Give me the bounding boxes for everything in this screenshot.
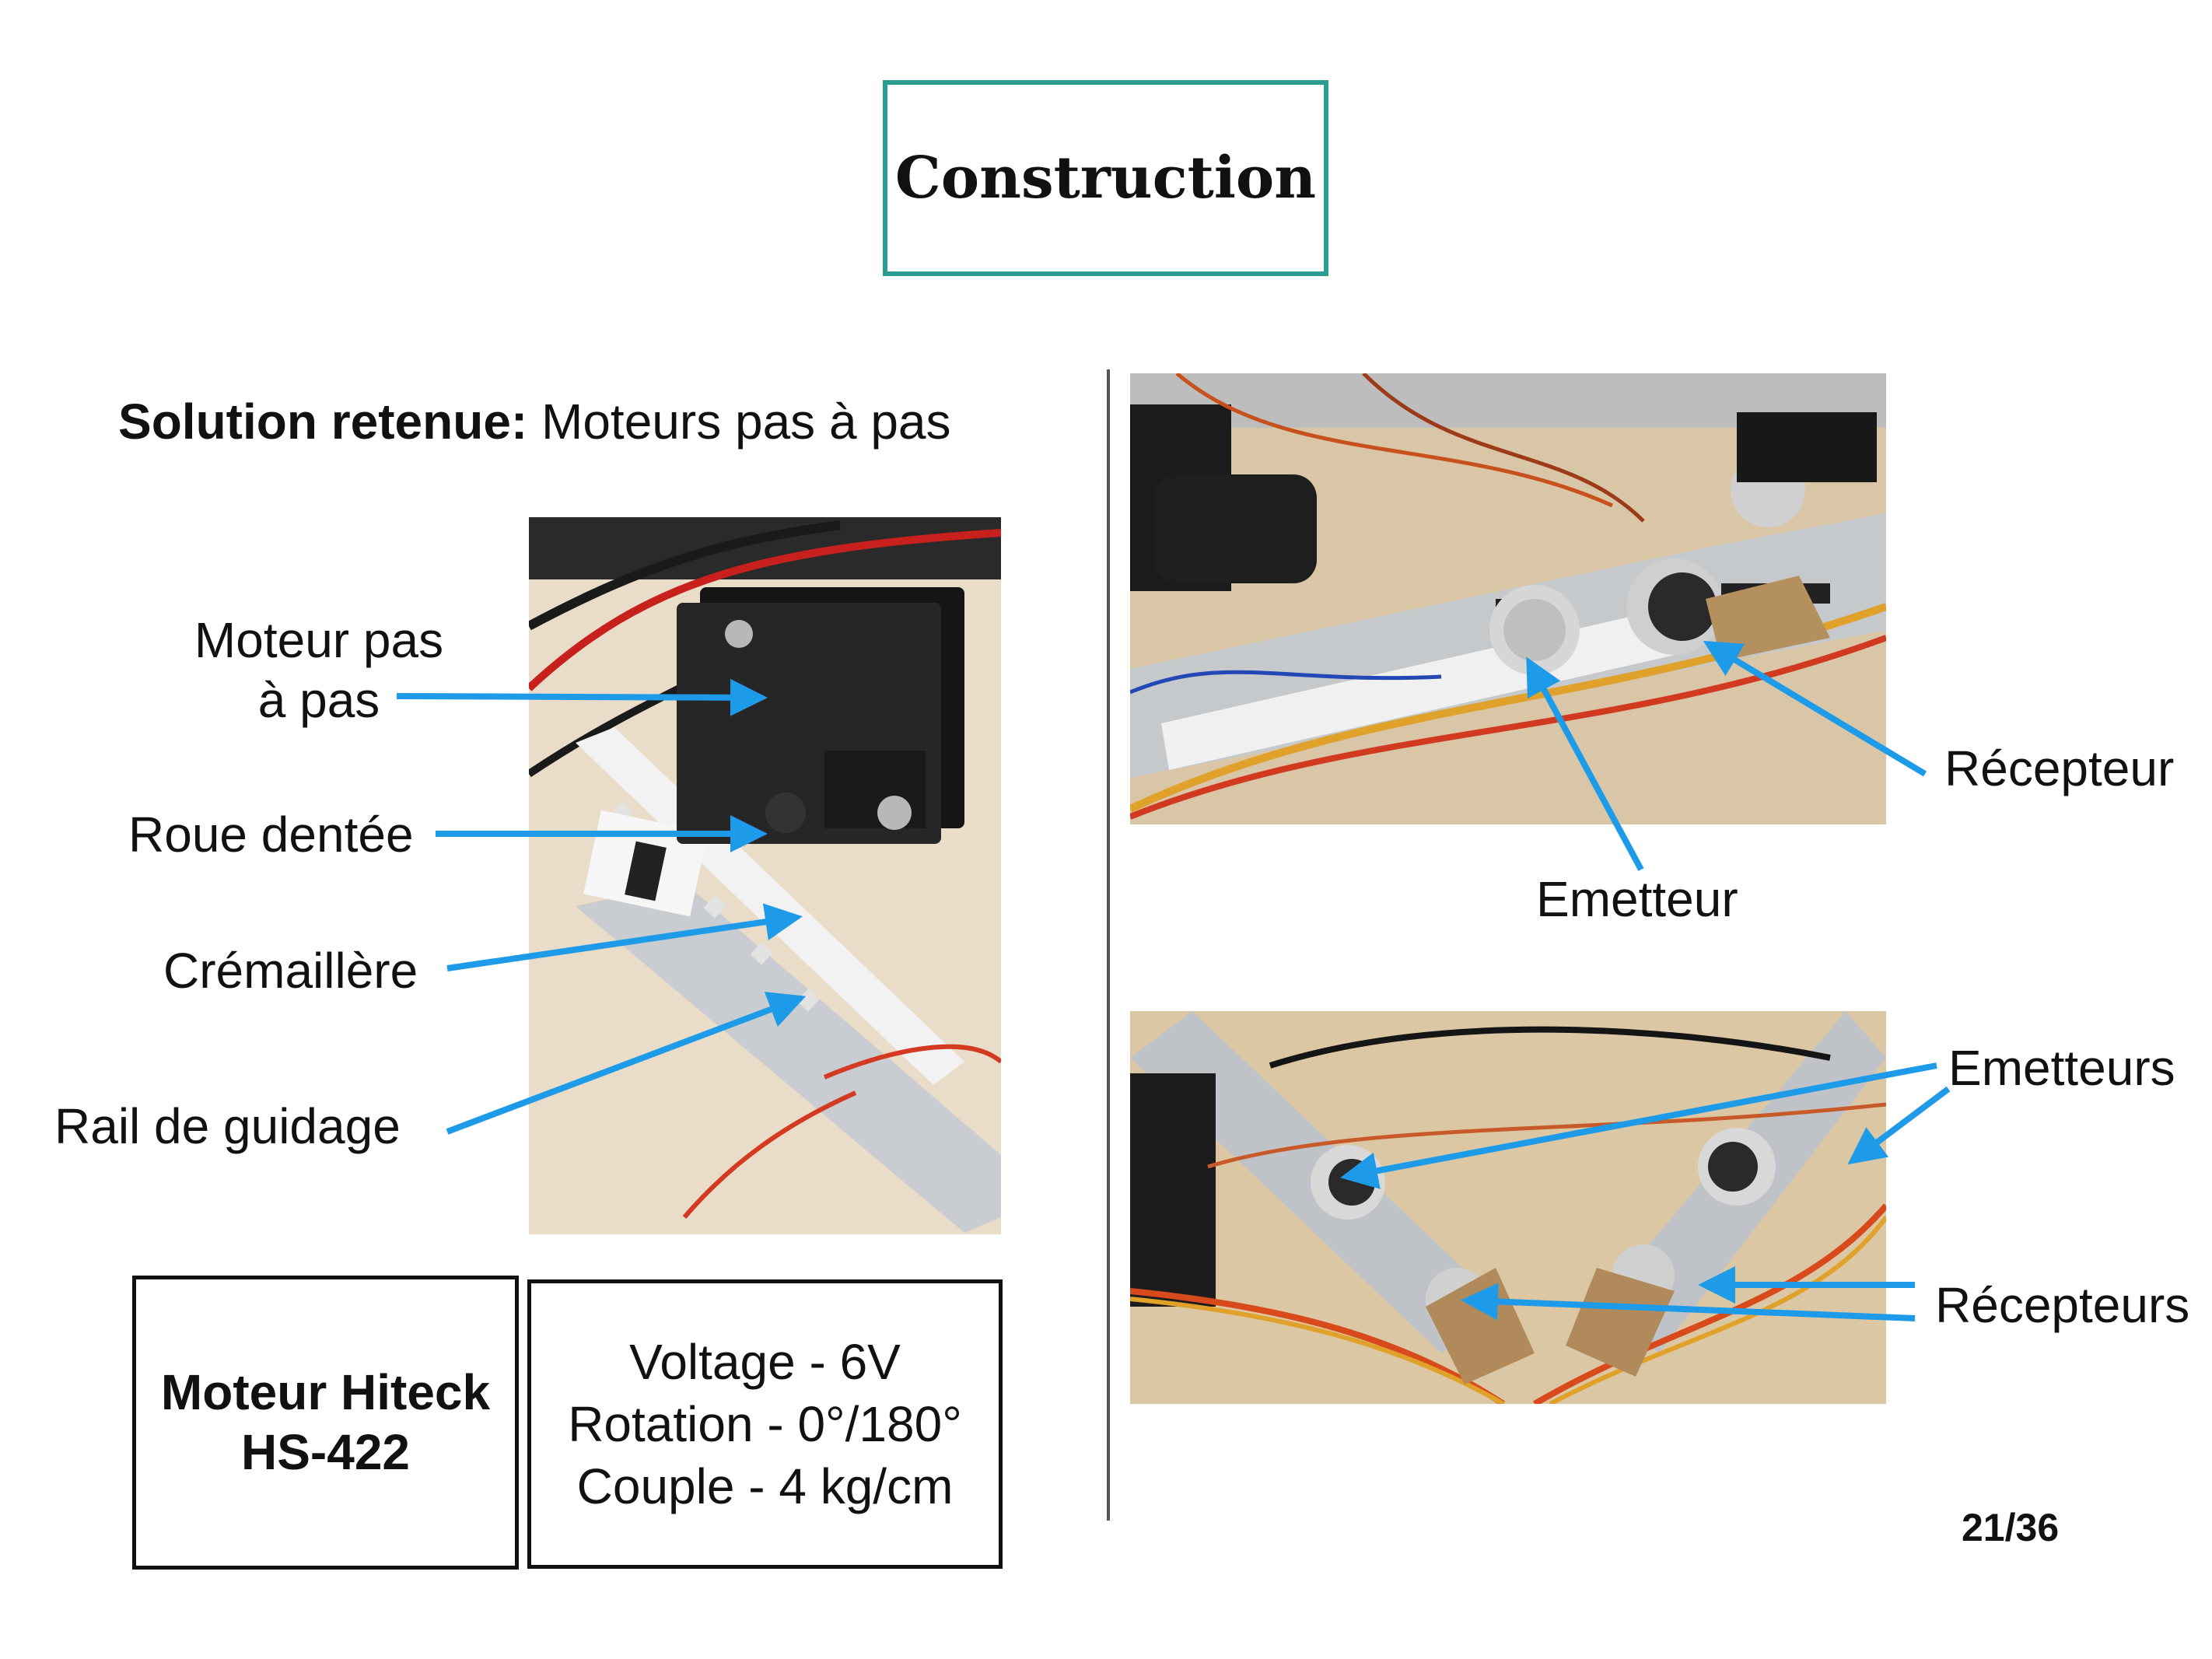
gear-label: Roue dentée [128, 807, 414, 863]
rack-label: Crémaillère [163, 943, 418, 999]
motor-label-line1: Moteur pas [194, 612, 444, 668]
spec-rotation: Rotation - 0°/180° [568, 1396, 962, 1452]
spec-torque: Couple - 4 kg/cm [576, 1458, 954, 1514]
emitter-label: Emetteur [1536, 871, 1738, 927]
column-divider [1107, 369, 1110, 1521]
motor-model-box: Moteur Hiteck HS-422 [132, 1276, 519, 1570]
emitters-label: Emetteurs [1948, 1040, 2175, 1096]
spec-voltage: Voltage - 6V [629, 1334, 901, 1390]
title-box: Construction [883, 80, 1328, 276]
sensor-pair-photo [1130, 373, 1886, 824]
model-line2: HS-422 [241, 1424, 410, 1480]
sensor-pairs-photo [1130, 1011, 1886, 1404]
page-title: Construction [894, 145, 1317, 212]
motor-specs-box: Voltage - 6V Rotation - 0°/180° Couple -… [527, 1279, 1003, 1569]
rail-label: Rail de guidage [54, 1098, 401, 1154]
page-number: 21/36 [1962, 1506, 2060, 1549]
solution-value: Moteurs pas à pas [527, 394, 951, 450]
receiver-label: Récepteur [1944, 740, 2175, 796]
motor-label-line2: à pas [257, 671, 380, 728]
solution-line: Solution retenue: Moteurs pas à pas [118, 393, 951, 450]
motor-label: Moteur pas à pas [179, 611, 459, 730]
servo-photo [529, 517, 1001, 1234]
model-line1: Moteur Hiteck [160, 1364, 491, 1421]
receivers-label: Récepteurs [1935, 1277, 2190, 1333]
solution-label: Solution retenue: [118, 394, 528, 450]
